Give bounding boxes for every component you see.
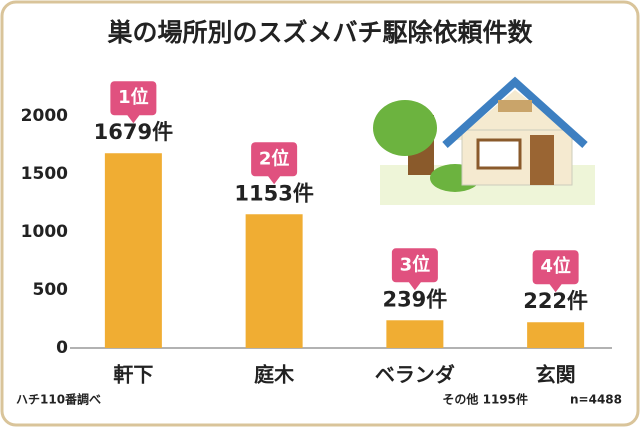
value-label: 1153件 [234,181,313,205]
value-label: 239件 [382,287,447,311]
rank-badge [391,248,438,291]
bar [527,322,585,348]
rank-label: 3位 [400,253,431,275]
y-tick-label: 1500 [21,164,68,184]
x-tick-label: ベランダ [375,363,455,387]
y-tick-label: 1000 [21,222,68,242]
house-illustration [373,76,595,205]
y-tick-label: 0 [56,338,68,358]
rank-label: 4位 [540,255,571,277]
bar [104,153,162,348]
x-tick-label: 庭木 [254,363,295,387]
sample-note: n=4488 [570,393,622,407]
rank-badge [110,81,157,124]
rank-label: 1位 [118,86,149,108]
other-note: その他 1195件 [442,392,528,407]
x-tick-label: 軒下 [113,363,153,387]
value-label: 1679件 [94,120,173,144]
y-tick-label: 500 [33,280,69,300]
rank-badge [251,142,298,185]
chart-title: 巣の場所別のスズメバチ駆除依頼件数 [106,18,533,47]
bar [245,214,303,348]
rank-badge [532,250,579,293]
value-label: 222件 [523,289,588,313]
rank-label: 2位 [259,147,290,169]
source: ハチ110番調べ [16,392,101,407]
bar [386,320,444,348]
x-tick-label: 玄関 [536,363,576,387]
y-tick-label: 2000 [21,106,68,126]
